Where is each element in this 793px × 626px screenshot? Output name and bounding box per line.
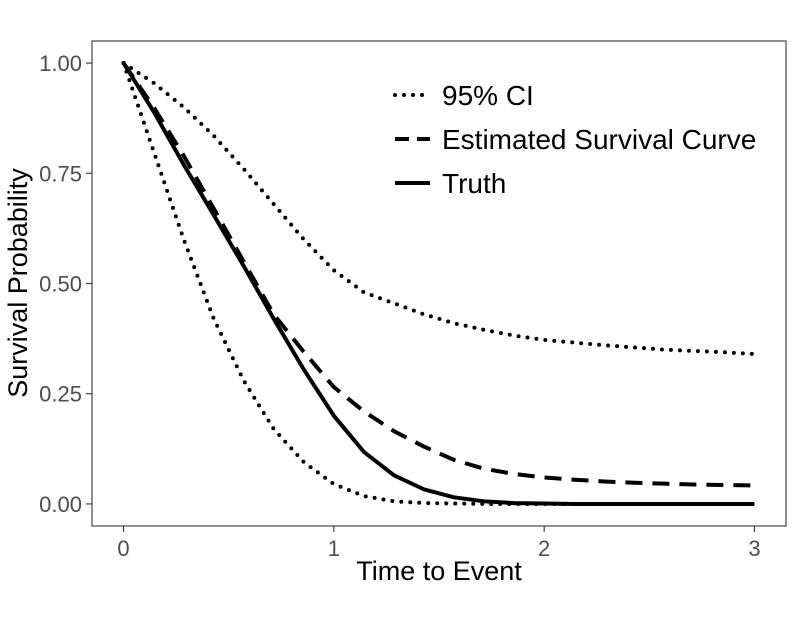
x-axis-ticks: 0 1 2 3 — [117, 526, 761, 561]
legend-label: Estimated Survival Curve — [442, 124, 756, 155]
legend-label: Truth — [442, 168, 506, 199]
x-tick-label: 3 — [748, 536, 760, 561]
legend-label: 95% CI — [442, 80, 534, 111]
y-tick-label: 0.25 — [39, 382, 82, 407]
series-line-solid-0 — [121, 61, 755, 506]
series-line-dotted-0 — [121, 61, 757, 357]
plot-panel — [91, 40, 787, 527]
y-tick-label: 1.00 — [39, 51, 82, 76]
y-axis-title: Survival Probability — [3, 168, 33, 398]
x-tick-label: 0 — [117, 536, 129, 561]
y-axis-ticks: 0.00 0.25 0.50 0.75 1.00 — [39, 51, 92, 517]
y-tick-label: 0.75 — [39, 161, 82, 186]
y-tick-label: 0.50 — [39, 272, 82, 297]
x-tick-label: 2 — [538, 536, 550, 561]
series-line-dotted-1 — [121, 61, 757, 506]
legend: 95% CI Estimated Survival Curve Truth — [393, 80, 756, 199]
x-tick-label: 1 — [328, 536, 340, 561]
series-layer — [121, 61, 757, 506]
y-tick-label: 0.00 — [39, 492, 82, 517]
series-line-dashed-0 — [121, 61, 755, 488]
x-axis-title: Time to Event — [356, 556, 522, 586]
